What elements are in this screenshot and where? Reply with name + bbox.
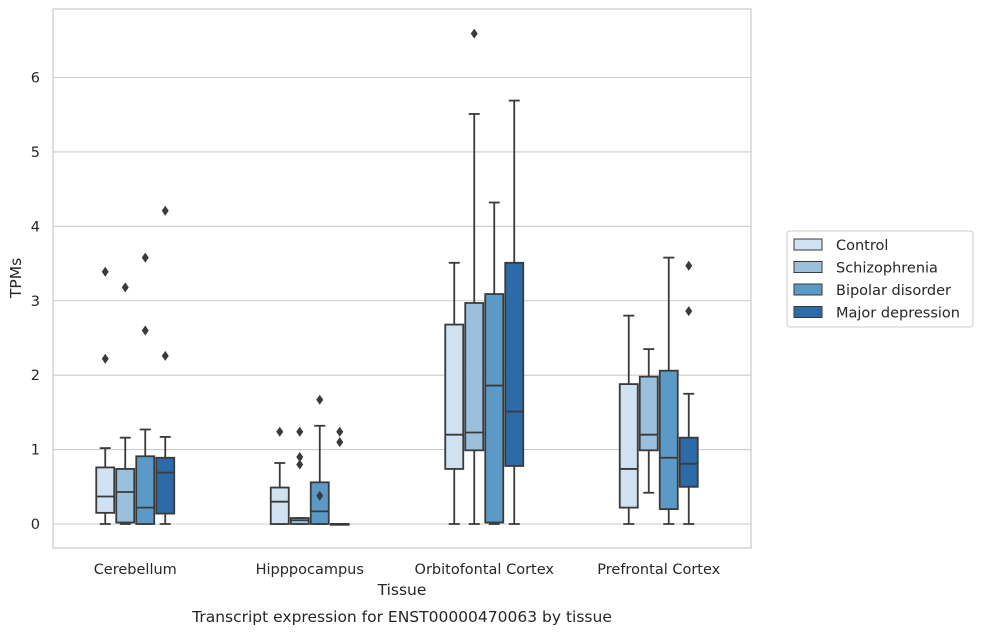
x-tick-label: Prefrontal Cortex <box>597 562 720 578</box>
box-body <box>484 293 505 524</box>
legend-swatch <box>793 238 823 251</box>
outlier-point <box>685 260 693 271</box>
box-1-2 <box>309 394 330 525</box>
x-axis-label: Tissue <box>377 581 427 599</box>
box-body <box>638 375 659 452</box>
box-2-0 <box>444 261 465 525</box>
box-0-0 <box>95 266 116 525</box>
y-tick-label: 1 <box>31 443 40 459</box>
y-tick-label: 3 <box>31 294 40 310</box>
outlier-point <box>161 350 169 361</box>
legend-label: Schizophrenia <box>836 261 938 277</box>
legend-swatch <box>793 261 823 273</box>
y-tick-label: 6 <box>31 71 40 87</box>
box-3-2 <box>658 256 679 525</box>
outlier-point <box>316 490 324 501</box>
legend-label: Control <box>836 238 888 254</box>
outlier-point <box>141 252 149 263</box>
outlier-point <box>685 306 693 317</box>
x-tick-label: Orbitofontal Cortex <box>415 562 555 578</box>
box-body <box>95 466 116 514</box>
box-body <box>658 369 679 511</box>
box-body <box>444 323 465 470</box>
y-tick-label: 2 <box>31 368 40 384</box>
box-2-3 <box>504 99 525 525</box>
outlier-point <box>101 266 109 277</box>
legend: Control Schizophrenia Bipolar disorder Majo… <box>786 230 974 328</box>
box-2-1 <box>464 28 485 525</box>
box-body <box>115 468 136 524</box>
box-3-1 <box>638 348 659 494</box>
box-1-1 <box>289 426 310 525</box>
box-0-3 <box>155 205 176 525</box>
outlier-point <box>296 426 304 437</box>
y-tick-labels: 0 1 2 3 4 5 6 <box>31 71 40 534</box>
outlier-point <box>161 205 169 216</box>
box-groups <box>95 28 699 526</box>
y-tick-label: 0 <box>31 517 40 533</box>
outlier-point <box>121 282 129 293</box>
outlier-point <box>296 459 304 470</box>
outlier-point <box>316 394 324 405</box>
box-1-3 <box>329 426 350 526</box>
outlier-point <box>296 452 304 463</box>
box-0-1 <box>115 282 136 525</box>
legend-swatch <box>793 283 823 296</box>
legend-swatch <box>793 306 823 318</box>
y-gridlines <box>53 76 751 525</box>
legend-label: Bipolar disorder <box>836 283 951 299</box>
x-tick-labels: Cerebellum Hipppocampus Orbitofontal Corte… <box>94 562 721 578</box>
chart-caption: Transcript expression for ENST0000047006… <box>191 608 612 626</box>
box-body <box>464 302 485 452</box>
y-axis-label: TPMs <box>7 258 25 299</box>
box-body <box>504 261 525 467</box>
plot-frame <box>52 8 752 549</box>
box-body <box>269 486 290 525</box>
outlier-point <box>470 28 478 39</box>
box-body <box>618 383 639 509</box>
box-body <box>135 455 156 525</box>
outlier-point <box>276 426 284 437</box>
legend-label: Major depression <box>836 306 960 322</box>
x-tick-label: Cerebellum <box>94 562 177 578</box>
outlier-point <box>101 353 109 364</box>
box-0-2 <box>135 252 156 525</box>
box-3-0 <box>618 314 639 525</box>
box-body <box>678 436 699 488</box>
outlier-point <box>141 325 149 336</box>
x-tick-label: Hipppocampus <box>256 562 364 578</box>
y-tick-label: 4 <box>31 219 40 235</box>
box-1-0 <box>269 426 290 525</box>
outlier-point <box>336 426 344 437</box>
box-3-3 <box>678 260 699 525</box>
legend-frame <box>786 230 974 328</box>
outlier-point <box>336 437 344 448</box>
box-body <box>155 456 176 515</box>
box-body <box>309 481 330 525</box>
y-tick-label: 5 <box>31 145 40 161</box>
box-2-2 <box>484 201 505 525</box>
